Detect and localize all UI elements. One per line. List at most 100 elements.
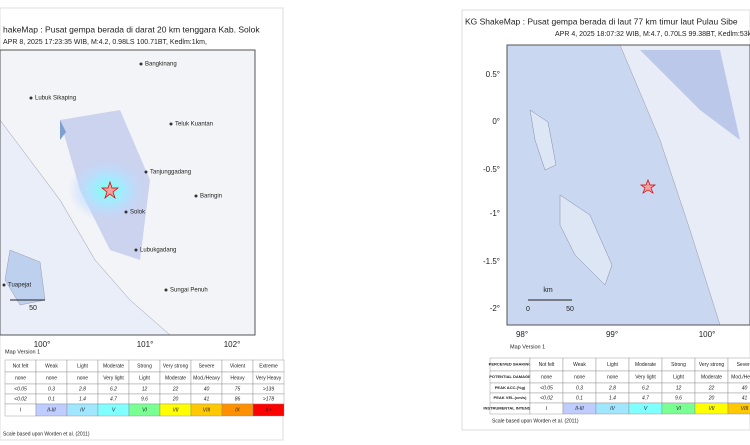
legend-cell-text: Mod./Heavy	[731, 374, 750, 380]
y-tick-label: -1.5°	[483, 257, 500, 266]
legend-cell	[252, 403, 285, 417]
legend-cell-text: <0.02	[14, 396, 27, 402]
legend-cell-text: V	[112, 407, 116, 413]
place-label: Bangkinang	[145, 62, 177, 68]
legend-cell-text: VI	[142, 407, 147, 413]
x-tick-label: 99°	[606, 330, 618, 339]
legend-footer: Scale based upon Worden et al. (2011)	[492, 418, 579, 424]
legend-cell-text: 12	[676, 385, 682, 391]
legend-cell-text: Weak	[573, 362, 586, 368]
legend-cell-text: V	[644, 406, 648, 412]
legend-cell-text: 0.1	[48, 396, 55, 402]
place-marker	[139, 62, 143, 66]
legend-cell-text: Strong	[671, 362, 686, 368]
legend-cell-text: none	[15, 375, 26, 381]
scale-label: 0	[526, 306, 530, 313]
place-marker	[29, 96, 33, 100]
map-frame	[0, 49, 256, 336]
legend-cell-text: none	[574, 374, 585, 380]
legend-cell-text: Light	[77, 363, 88, 369]
place-label: Lubuk Sikaping	[35, 96, 76, 102]
place-label: Solok	[130, 210, 146, 216]
legend-cell-text: Very Heavy	[256, 375, 282, 381]
legend-cell-text: VII	[172, 407, 179, 413]
legend-cell-text: 20	[708, 395, 715, 401]
legend-cell-text: VI	[676, 406, 681, 412]
legend-cell-text: Very light	[103, 375, 124, 381]
place-label: Sungai Penuh	[170, 288, 208, 294]
legend-cell-text: 4.7	[110, 396, 117, 402]
legend-cell-text: VIII	[741, 406, 749, 412]
legend-cell-text: 22	[172, 386, 179, 392]
legend-cell-text: Heavy	[230, 375, 245, 381]
legend-cell-text: Very light	[635, 374, 656, 380]
y-tick-label: -2°	[490, 304, 500, 313]
map-version: Map Version 1	[5, 349, 40, 355]
legend-cell-text: II-III	[47, 407, 56, 413]
x-tick-label: 102°	[224, 340, 241, 349]
map-title: hakeMap : Pusat gempa berada di darat 20…	[3, 24, 260, 34]
scale-label: 50	[29, 305, 37, 312]
legend-cell-text: 6.2	[110, 386, 117, 392]
x-tick-label: 100°	[34, 340, 51, 349]
place-label: Teluk Kuantan	[175, 122, 213, 128]
x-tick-label: 101°	[137, 340, 154, 349]
place-marker	[164, 288, 168, 292]
place-marker	[169, 122, 173, 126]
legend-header: PEAK ACC.(%g)	[495, 385, 526, 390]
place-marker	[134, 248, 138, 252]
legend-cell-text: Not felt	[539, 362, 555, 368]
place-marker	[124, 210, 128, 214]
map	[507, 45, 750, 325]
legend-cell-text: <0.05	[14, 386, 27, 392]
legend-cell-text: 0.1	[576, 395, 583, 401]
legend-header: INSTRUMENTAL INTENSITY	[483, 406, 537, 411]
legend-cell-text: 2.8	[608, 385, 616, 391]
legend-header: PEAK VEL.(cm/s)	[494, 395, 528, 400]
place-label: Tanjunggadang	[150, 170, 191, 176]
epicenter	[101, 180, 119, 200]
legend-cell-text: Very strong	[163, 363, 189, 369]
legend-cell-text: Moderate	[103, 363, 124, 369]
legend-cell-text: 22	[708, 385, 715, 391]
legend-cell-text: none	[77, 375, 88, 381]
legend-cell-text: Strong	[137, 363, 152, 369]
legend-cell-text: VIII	[203, 407, 211, 413]
legend-cell-text: Moderate	[701, 374, 722, 380]
legend-cell-text: 20	[172, 396, 179, 402]
legend-cell-text: 12	[142, 386, 148, 392]
legend-cell-text: VII	[708, 406, 715, 412]
legend-cell-text: Light	[139, 375, 150, 381]
place-marker	[144, 170, 148, 174]
legend-cell-text: 75	[235, 386, 241, 392]
x-tick-label: 100°	[699, 330, 716, 339]
legend-cell	[727, 402, 750, 415]
legend-cell-text: 0.3	[576, 385, 583, 391]
legend-cell-text: IV	[610, 406, 615, 412]
legend-cell-text: 9.6	[675, 395, 682, 401]
legend-cell-text: IX	[235, 407, 240, 413]
y-tick-label: 0.5°	[486, 70, 500, 79]
legend-header: PERCEIVED SHAKING	[489, 362, 532, 367]
map-subtitle: APR 8, 2025 17:23:35 WIB, M:4.2, 0.98LS …	[3, 39, 207, 46]
legend-cell-text: Mod./Heavy	[193, 375, 220, 381]
map-subtitle: APR 4, 2025 18:07:32 WIB, M:4.7, 0.70LS …	[555, 31, 750, 38]
legend-cell-text: Light	[607, 362, 618, 368]
legend-cell-text: Extreme	[259, 363, 278, 369]
legend-cell-text: 40	[742, 385, 748, 391]
map-version: Map Version 1	[510, 344, 545, 350]
legend-cell-text: <0.05	[540, 385, 553, 391]
legend-cell-text: Severe	[737, 362, 750, 368]
map-title: KG ShakeMap : Pusat gempa berada di laut…	[465, 16, 738, 26]
legend-cell-text: 2.8	[78, 386, 86, 392]
y-tick-label: -1°	[490, 209, 500, 218]
epicenter	[639, 179, 657, 194]
legend-cell-text: Moderate	[635, 362, 656, 368]
legend-cell-text: 4.7	[642, 395, 649, 401]
scale-label: 50	[566, 306, 574, 313]
legend-cell-text: 1.4	[79, 396, 86, 402]
y-tick-label: -0.5°	[483, 165, 500, 174]
legend-footer: Scale based upon Worden et al. (2011)	[3, 431, 90, 437]
legend-cell-text: >178	[263, 396, 274, 402]
